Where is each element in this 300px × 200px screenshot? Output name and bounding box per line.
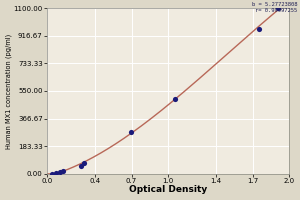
Point <box>256 28 261 31</box>
Point <box>54 172 58 175</box>
Y-axis label: Human MX1 concentration (pg/ml): Human MX1 concentration (pg/ml) <box>6 33 12 149</box>
Point <box>129 131 134 134</box>
Point <box>81 161 86 165</box>
X-axis label: Optical Density: Optical Density <box>129 185 207 194</box>
Text: b = 5.27723808
r= 0.99997255: b = 5.27723808 r= 0.99997255 <box>251 2 297 13</box>
Point <box>172 97 177 100</box>
Point <box>61 170 66 173</box>
Point <box>50 172 55 175</box>
Point <box>78 164 83 167</box>
Point <box>57 171 62 174</box>
Point <box>276 6 280 10</box>
